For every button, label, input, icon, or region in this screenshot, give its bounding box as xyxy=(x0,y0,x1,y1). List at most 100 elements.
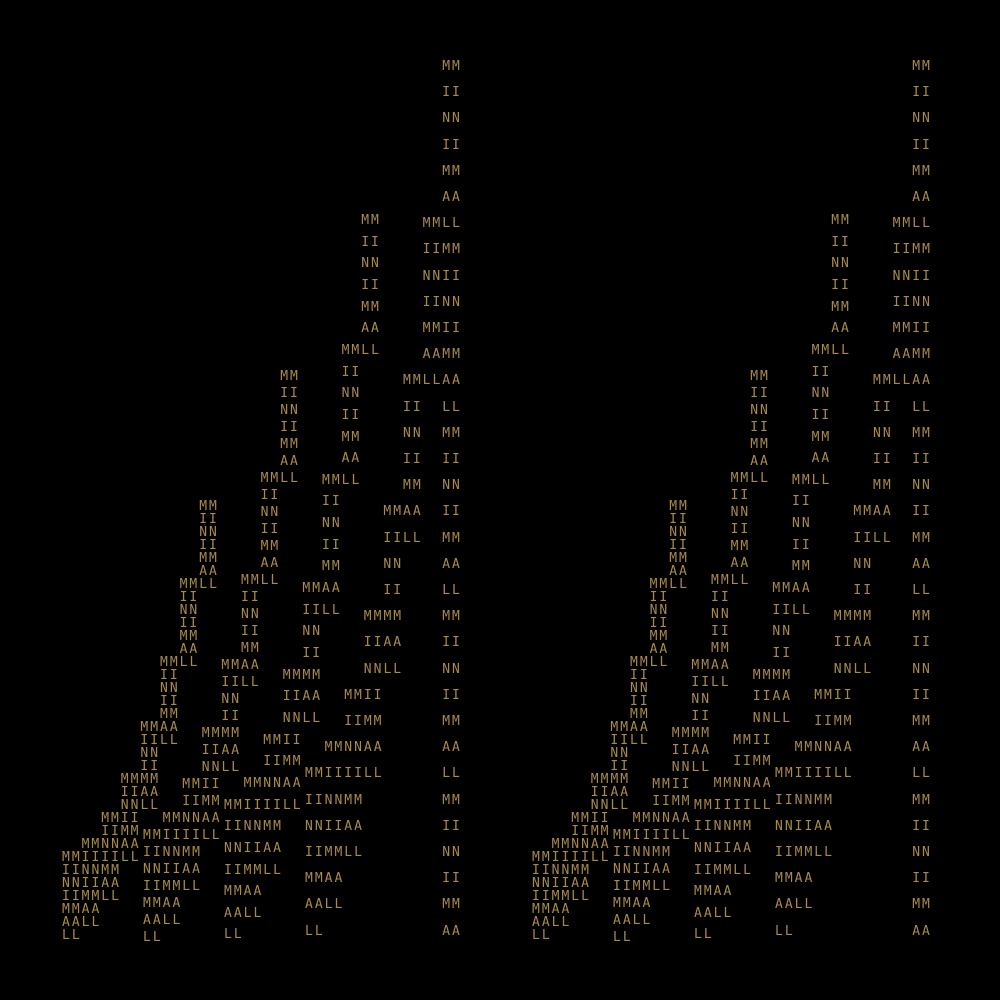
ascii-text-chunk: MMIIIILL xyxy=(305,766,384,782)
ascii-text-chunk: II xyxy=(610,759,631,774)
ascii-text-chunk: II xyxy=(341,364,362,380)
ascii-text-chunk: IIMMLL xyxy=(62,889,121,904)
ascii-text-chunk: IILL xyxy=(302,602,342,618)
ascii-text-chunk: II xyxy=(912,137,932,153)
ascii-text-chunk: NN xyxy=(140,746,161,761)
ascii-text-chunk: NN xyxy=(260,505,281,520)
ascii-text-chunk: II xyxy=(630,694,650,709)
ascii-text-chunk: IIAA xyxy=(120,785,161,800)
ascii-text-chunk: IIMM xyxy=(571,824,611,839)
ascii-text-chunk: AALL xyxy=(62,915,102,930)
ascii-text-chunk: LL xyxy=(442,766,462,782)
ascii-text-chunk: MMII xyxy=(422,321,462,336)
ascii-text-chunk: II xyxy=(912,504,932,520)
ascii-text-chunk: II xyxy=(811,407,832,423)
ascii-text-chunk: NNIIAA xyxy=(62,876,121,891)
ascii-text-chunk: II xyxy=(912,818,932,834)
ascii-text-chunk: NNIIAA xyxy=(613,862,672,877)
ascii-text-chunk: IIMM xyxy=(814,714,854,729)
ascii-text-chunk: MMMM xyxy=(671,726,712,741)
ascii-text-chunk: MMAA xyxy=(302,581,342,597)
ascii-text-chunk: LL xyxy=(613,930,633,945)
ascii-text-chunk: IIAA xyxy=(201,743,242,758)
ascii-text-chunk: IIAA xyxy=(590,785,631,800)
ascii-text-chunk: MM xyxy=(442,59,462,74)
ascii-text-chunk: IIMMLL xyxy=(694,862,753,878)
ascii-text-chunk: II xyxy=(442,871,462,887)
ascii-text-chunk: MM xyxy=(912,530,932,546)
ascii-text-chunk: MM xyxy=(361,299,381,315)
ascii-text-chunk: IIMMLL xyxy=(224,862,283,878)
ascii-text-chunk: II xyxy=(302,646,323,661)
ascii-text-chunk: MMIIIILL xyxy=(62,850,141,865)
ascii-text-chunk: IIMM xyxy=(344,714,384,729)
ascii-text-chunk: II xyxy=(280,420,300,435)
ascii-text-chunk: MMMM xyxy=(363,609,404,625)
ascii-text-chunk: LL xyxy=(912,399,932,415)
ascii-text-chunk: MMNNAA xyxy=(162,811,222,826)
ascii-text-chunk: IILL xyxy=(610,733,650,748)
ascii-text-chunk: II xyxy=(241,624,261,639)
ascii-text-chunk: MMLL xyxy=(630,655,670,670)
ascii-text-chunk: NN xyxy=(322,516,342,532)
ascii-text-chunk: IILL xyxy=(221,675,261,690)
ascii-text-chunk: MM xyxy=(442,530,462,546)
ascii-text-chunk: AA xyxy=(912,923,932,939)
ascii-text-chunk: II xyxy=(442,137,462,153)
ascii-text-chunk: NN xyxy=(912,111,932,127)
ascii-text-chunk: II xyxy=(442,85,462,101)
ascii-text-chunk: IIMMLL xyxy=(613,879,672,894)
ascii-text-chunk: IILL xyxy=(140,733,180,748)
ascii-text-chunk: AA xyxy=(912,556,932,572)
ascii-text-chunk: MMNNAA xyxy=(794,740,854,756)
ascii-text-chunk: II xyxy=(792,494,812,510)
ascii-text-chunk: NN xyxy=(873,425,893,441)
ascii-text-chunk: MMNNAA xyxy=(551,837,611,852)
ascii-text-chunk: IIMMLL xyxy=(775,845,834,860)
ascii-text-chunk: MM xyxy=(179,629,200,644)
ascii-text-chunk: MM xyxy=(912,425,932,441)
ascii-text-chunk: AAMM xyxy=(892,347,932,363)
ascii-text-chunk: AA xyxy=(199,564,219,579)
ascii-text-chunk: NN xyxy=(610,746,631,761)
ascii-text-chunk: MMLL xyxy=(422,216,462,232)
ascii-text-chunk: II xyxy=(831,234,851,250)
ascii-text-chunk: AA xyxy=(730,556,751,571)
ascii-text-chunk: LL xyxy=(442,583,462,598)
ascii-text-chunk: MMAA xyxy=(221,658,261,673)
ascii-text-chunk: MMNNAA xyxy=(713,775,773,791)
ascii-text-chunk: MMII xyxy=(652,777,692,792)
ascii-text-chunk: IIMM xyxy=(422,242,462,258)
ascii-text-chunk: NN xyxy=(199,525,219,540)
ascii-text-chunk: AA xyxy=(442,190,462,205)
ascii-text-chunk: IIMMLL xyxy=(305,845,364,860)
ascii-text-chunk: NNII xyxy=(892,268,932,284)
ascii-text-chunk: NN xyxy=(383,556,404,572)
ascii-text-chunk: NN xyxy=(792,516,812,532)
ascii-text-chunk: MM xyxy=(711,641,731,656)
ascii-text-chunk: MM xyxy=(442,714,462,729)
ascii-text-chunk: MM xyxy=(669,551,689,566)
ascii-text-chunk: MM xyxy=(361,213,381,228)
ascii-text-chunk: MMAA xyxy=(694,884,734,900)
ascii-text-chunk: II xyxy=(322,494,342,510)
ascii-text-chunk: AALL xyxy=(613,913,653,928)
ascii-text-chunk: NN xyxy=(649,603,670,618)
ascii-text-chunk: NN xyxy=(711,607,731,622)
ascii-text-chunk: AA xyxy=(260,556,281,571)
ascii-text-chunk: II xyxy=(772,646,793,661)
ascii-text-chunk: MM xyxy=(160,707,180,722)
ascii-text-chunk: IIMM xyxy=(733,754,773,770)
ascii-text-chunk: NN xyxy=(442,478,462,494)
ascii-text-chunk: AA xyxy=(179,642,200,657)
ascii-text-chunk: MMAA xyxy=(691,658,731,673)
ascii-text-chunk: NNLL xyxy=(590,798,631,813)
ascii-text-chunk: NN xyxy=(280,403,300,418)
ascii-text-chunk: MMAA xyxy=(62,902,102,917)
ascii-text-chunk: NNIIAA xyxy=(694,840,753,856)
ascii-text-chunk: IINNMM xyxy=(694,819,753,835)
ascii-text-chunk: MMAA xyxy=(775,871,815,887)
ascii-text-chunk: NNLL xyxy=(120,798,161,813)
ascii-text-chunk: II xyxy=(649,616,670,631)
